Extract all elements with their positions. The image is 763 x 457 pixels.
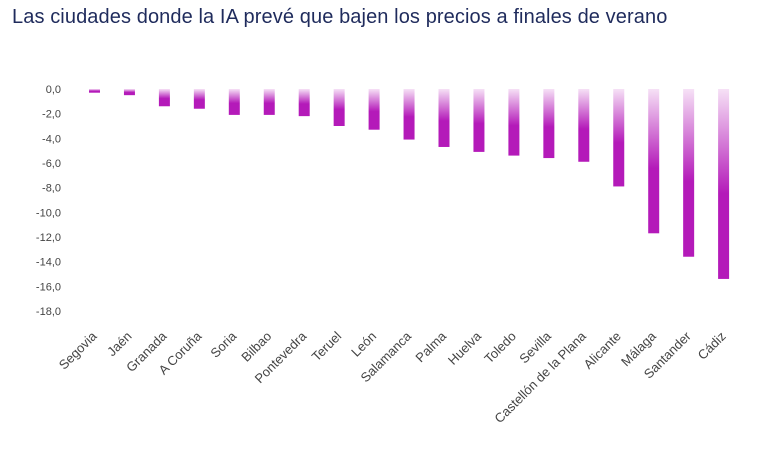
x-tick-label: Teruel (309, 328, 345, 364)
bar (543, 89, 555, 159)
bar (123, 89, 135, 96)
bar (298, 89, 310, 117)
bar (158, 89, 170, 107)
bars (89, 89, 730, 279)
bar (718, 89, 730, 279)
bar (403, 89, 415, 140)
x-tick-label: Cádiz (695, 329, 729, 363)
y-tick-label: 0,0 (46, 84, 61, 96)
y-tick-label: -2,0 (42, 109, 61, 121)
bar (648, 89, 660, 234)
y-tick-label: -8,0 (42, 183, 61, 195)
y-tick-label: -16,0 (36, 281, 61, 293)
chart-title: Las ciudades donde la IA prevé que bajen… (12, 6, 668, 28)
x-tick-label: Jaén (104, 329, 135, 360)
bar (613, 89, 625, 187)
y-tick-label: -10,0 (36, 207, 61, 219)
bar (228, 89, 240, 115)
x-tick-label: Toledo (481, 329, 519, 367)
bar (193, 89, 205, 109)
bar (578, 89, 590, 162)
y-tick-label: -14,0 (36, 257, 61, 269)
bar (89, 89, 100, 93)
x-tick-label: Alicante (581, 329, 624, 372)
bar (368, 89, 380, 130)
x-tick-label: Palma (412, 328, 449, 365)
y-tick-label: -18,0 (36, 306, 61, 318)
bar (438, 89, 450, 147)
y-axis: 0,0 -2,0 -4,0 -6,0 -8,0 -10,0 -12,0 -14,0 -16,0 -… (36, 84, 61, 318)
x-tick-label: León (348, 329, 379, 360)
x-tick-label: Soria (207, 328, 240, 361)
x-tick-label: Segovia (56, 328, 100, 372)
bar (333, 89, 345, 126)
y-tick-label: -6,0 (42, 158, 61, 170)
x-tick-label: Huelva (445, 328, 485, 368)
y-tick-label: -4,0 (42, 133, 61, 145)
bar (473, 89, 485, 152)
y-tick-label: -12,0 (36, 232, 61, 244)
bar (683, 89, 695, 257)
bar (263, 89, 275, 115)
bar (508, 89, 520, 156)
